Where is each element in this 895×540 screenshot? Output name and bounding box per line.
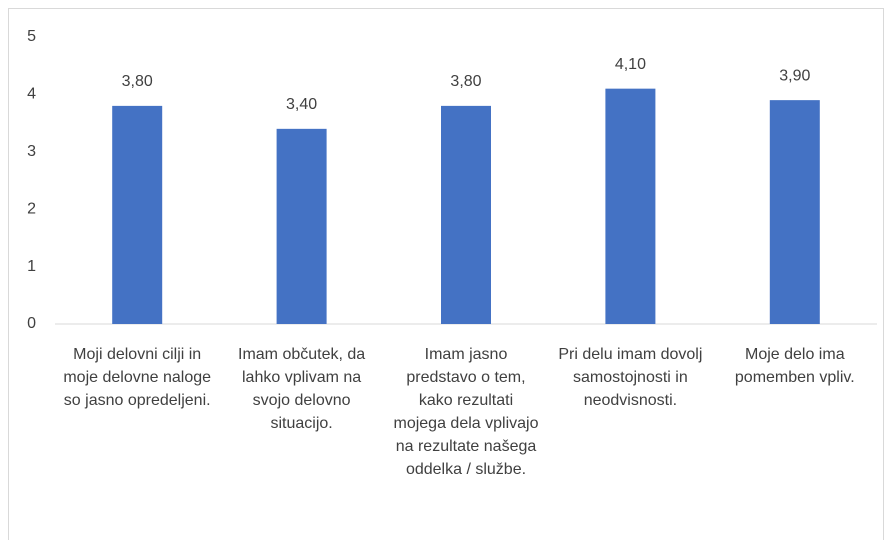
y-tick-label: 2 [27, 200, 36, 217]
value-label: 4,10 [615, 56, 646, 73]
chart-border [8, 8, 884, 540]
x-tick-label: Imam občutek, da lahko vplivam na svojo … [238, 346, 366, 432]
value-label: 3,80 [450, 73, 481, 90]
bar [769, 100, 820, 324]
y-tick-label: 0 [27, 315, 36, 332]
x-tick-label: Moje delo ima pomemben vpliv. [734, 346, 855, 386]
value-label: 3,40 [286, 96, 317, 113]
value-label: 3,80 [122, 73, 153, 90]
y-tick-label: 1 [27, 258, 36, 275]
x-tick-label: Moji delovni cilji in moje delovne nalog… [63, 346, 212, 409]
bar [441, 105, 491, 324]
bar [605, 88, 656, 324]
x-tick-label: Imam jasno predstavo o tem, kako rezulta… [393, 346, 539, 478]
y-tick-label: 3 [27, 143, 36, 160]
value-label: 3,90 [779, 67, 810, 84]
bar [276, 128, 327, 324]
y-tick-label: 4 [27, 86, 36, 103]
x-tick-label: Pri delu imam dovolj samostojnosti in ne… [558, 346, 703, 409]
y-tick-label: 5 [27, 28, 36, 45]
bar [112, 105, 163, 324]
